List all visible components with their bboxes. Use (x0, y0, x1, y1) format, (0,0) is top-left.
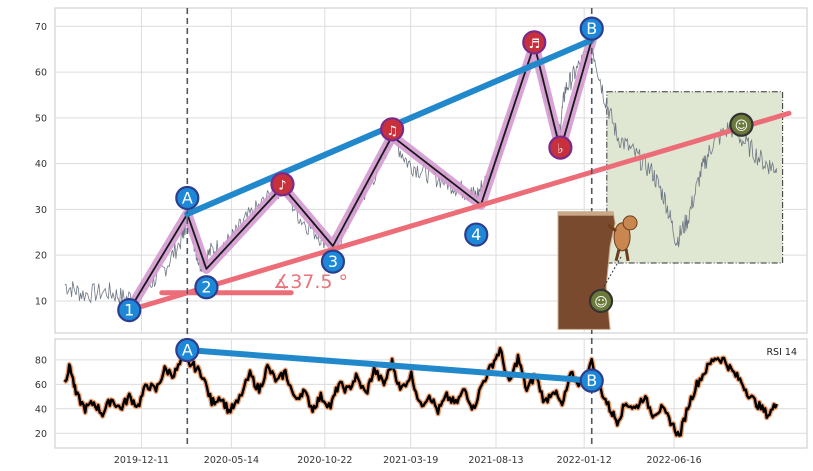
price-marker-label: ☺ (594, 295, 608, 310)
x-tick-label: 2019-12-11 (114, 455, 169, 466)
price-marker-label: 4 (471, 225, 481, 244)
price-y-tick-label: 30 (35, 205, 47, 216)
price-y-tick-label: 70 (35, 22, 47, 33)
price-marker-circle (320, 249, 346, 274)
x-tick-label: 2020-10-22 (297, 455, 352, 466)
price-marker-circle (380, 117, 405, 142)
price-marker: B (579, 16, 604, 41)
price-marker: A (175, 185, 200, 211)
dog-paw (607, 223, 617, 233)
price-y-tick-label: 20 (35, 251, 47, 262)
dog-illustration (600, 215, 638, 293)
price-marker-label: ♫ (386, 124, 398, 139)
price-marker-circle (464, 222, 489, 247)
zigzag-line (128, 39, 593, 311)
price-marker: 4 (464, 222, 489, 247)
price-marker-label: ♬ (528, 37, 540, 52)
price-y-tick-label: 40 (35, 159, 47, 170)
price-marker-circle (522, 30, 547, 55)
highlight-box (606, 91, 784, 264)
price-marker: ♪ (270, 172, 295, 197)
price-marker-label: A (182, 188, 193, 207)
price-marker-circle (270, 172, 295, 197)
price-marker: 3 (320, 249, 346, 274)
price-marker-label: ♭ (557, 142, 563, 157)
rsi-y-tick-label: 80 (35, 355, 47, 366)
x-tick-label: 2022-06-16 (647, 455, 702, 466)
price-y-tick-label: 10 (35, 296, 47, 307)
rsi-marker-label: A (182, 341, 193, 360)
price-marker: ♭ (548, 135, 573, 160)
price-marker-circle (588, 288, 614, 314)
trendline-support (126, 110, 792, 313)
cliff-top (558, 211, 614, 216)
price-marker: 2 (194, 275, 219, 300)
x-tick-label: 2021-03-19 (383, 455, 438, 466)
price-marker-label: ☺ (735, 119, 749, 134)
price-marker-circle (548, 135, 573, 160)
price-marker-circle (175, 185, 200, 211)
rsi-marker: B (579, 368, 604, 393)
price-y-tick-label: 50 (35, 113, 47, 124)
price-marker: 1 (117, 298, 142, 323)
rsi-label: RSI 14 (766, 347, 797, 358)
price-marker: ☺ (588, 288, 614, 314)
dog-body (613, 222, 631, 252)
rsi-marker-label: B (586, 371, 597, 390)
price-marker-circle (579, 16, 604, 41)
price-y-tick-label: 60 (35, 68, 47, 79)
price-marker-label: 1 (124, 301, 134, 320)
price-marker-circle (117, 298, 142, 323)
price-marker-label: ♪ (278, 179, 286, 194)
price-marker-label: B (586, 19, 597, 38)
price-marker: ♫ (380, 117, 405, 142)
rsi-marker-circle (175, 337, 200, 363)
rsi-y-tick-label: 60 (35, 380, 47, 391)
rsi-trendline-a-b (184, 347, 595, 384)
price-marker-label: 2 (201, 278, 211, 297)
price-marker: ☺ (729, 112, 754, 137)
price-marker: ♬ (522, 30, 547, 55)
dog-head (622, 215, 638, 231)
dog-leg (624, 248, 630, 262)
price-marker-circle (729, 112, 754, 137)
rsi-y-tick-label: 40 (35, 404, 47, 415)
x-tick-label: 2021-08-13 (468, 455, 523, 466)
x-tick-label: 2022-01-12 (557, 455, 612, 466)
rsi-line (63, 347, 778, 437)
price-marker-label: 3 (328, 252, 338, 271)
angle-annotation: ∡37.5 ° (273, 271, 348, 293)
dog-leash (600, 256, 622, 293)
dog-leg (614, 248, 621, 262)
rsi-y-tick-label: 20 (35, 429, 47, 440)
price-marker-circle (194, 275, 219, 300)
rsi-marker: A (175, 337, 200, 363)
rsi-marker-circle (579, 368, 604, 393)
x-tick-label: 2020-05-14 (204, 455, 259, 466)
